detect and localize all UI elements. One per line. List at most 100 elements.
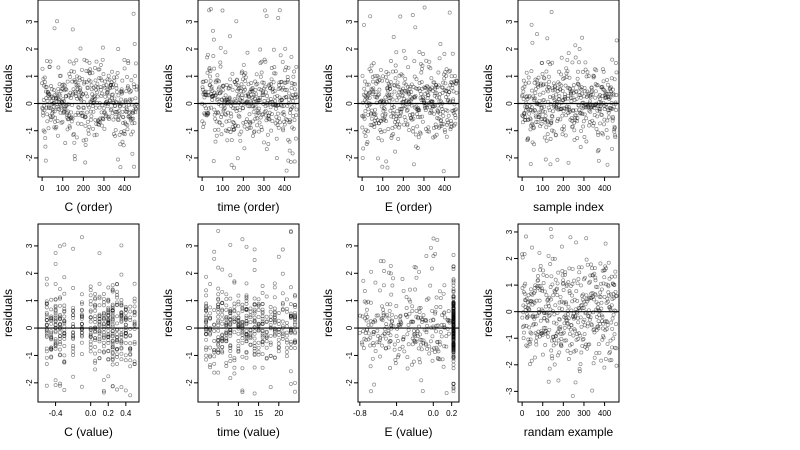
- data-point: [567, 75, 572, 80]
- data-point: [88, 332, 93, 337]
- data-point: [115, 347, 119, 352]
- data-point: [392, 120, 397, 125]
- data-point: [420, 86, 425, 91]
- y-tick-label: 0: [185, 101, 194, 106]
- data-point: [94, 87, 99, 92]
- data-point: [53, 96, 58, 101]
- data-point: [106, 311, 111, 316]
- data-point: [93, 358, 98, 363]
- y-axis-title: residuals: [1, 289, 15, 337]
- data-point: [590, 88, 594, 93]
- data-point: [561, 76, 566, 81]
- data-point: [569, 99, 574, 104]
- data-point: [412, 59, 417, 64]
- data-point: [571, 83, 576, 88]
- data-point: [550, 60, 555, 65]
- data-point: [402, 115, 407, 120]
- data-point: [100, 116, 105, 120]
- data-point: [422, 5, 427, 10]
- data-point: [115, 338, 119, 343]
- data-point: [118, 142, 123, 147]
- data-point: [381, 106, 386, 111]
- data-point: [578, 362, 583, 367]
- data-point: [71, 333, 76, 338]
- y-tick-label: 0: [185, 325, 194, 330]
- data-point: [59, 120, 64, 125]
- data-point: [67, 59, 72, 64]
- data-point: [520, 255, 525, 260]
- data-point: [291, 114, 296, 119]
- data-point: [106, 299, 111, 304]
- data-point: [589, 89, 594, 94]
- data-point: [249, 87, 253, 92]
- data-point: [101, 316, 106, 321]
- data-point: [90, 98, 94, 103]
- data-point: [579, 110, 584, 115]
- data-point: [41, 76, 46, 81]
- data-point: [53, 281, 58, 286]
- data-point: [584, 257, 589, 262]
- data-point: [106, 307, 111, 312]
- data-point: [278, 53, 283, 58]
- data-point: [606, 110, 611, 115]
- data-point: [128, 304, 133, 309]
- data-point: [439, 104, 444, 109]
- data-point: [375, 117, 380, 122]
- data-point: [260, 93, 265, 97]
- data-point: [390, 69, 395, 74]
- data-point: [218, 64, 223, 69]
- data-point: [565, 348, 570, 353]
- data-point: [422, 85, 427, 90]
- data-point: [62, 88, 67, 93]
- data-point: [62, 309, 67, 313]
- data-point: [264, 147, 269, 152]
- data-point: [97, 314, 102, 319]
- data-point: [65, 127, 70, 132]
- data-point: [574, 96, 579, 101]
- data-point: [205, 52, 210, 57]
- data-point: [119, 357, 124, 362]
- data-point: [122, 66, 127, 71]
- data-point: [445, 92, 450, 97]
- data-point: [368, 343, 373, 348]
- y-tick-label: 0: [345, 101, 354, 106]
- data-point: [611, 312, 616, 317]
- data-point: [265, 132, 270, 137]
- data-point: [119, 310, 124, 315]
- data-point: [523, 104, 528, 109]
- data-point: [364, 95, 369, 100]
- data-point: [132, 319, 137, 324]
- data-point: [99, 123, 104, 128]
- data-point: [133, 106, 138, 111]
- data-point: [224, 83, 229, 87]
- data-point: [602, 122, 606, 127]
- data-point: [113, 114, 118, 119]
- data-point: [606, 115, 611, 120]
- data-point: [388, 80, 393, 85]
- data-point: [53, 322, 58, 327]
- data-point: [106, 320, 111, 325]
- data-point: [71, 91, 75, 96]
- data-point: [132, 164, 137, 169]
- data-point: [411, 162, 416, 167]
- data-point: [389, 59, 393, 63]
- data-point: [77, 94, 82, 99]
- data-point: [537, 92, 542, 97]
- y-tick-label: -1: [345, 127, 354, 135]
- data-point: [241, 106, 246, 111]
- data-point: [395, 93, 400, 98]
- data-point: [260, 365, 265, 370]
- data-point: [391, 111, 395, 116]
- data-point: [232, 127, 237, 132]
- data-point: [132, 104, 137, 109]
- data-point: [380, 343, 385, 348]
- data-point: [106, 319, 111, 324]
- data-point: [293, 95, 298, 100]
- y-tick-label: -1: [505, 334, 514, 342]
- data-point: [440, 107, 445, 111]
- data-point: [44, 105, 49, 110]
- data-point: [71, 132, 76, 136]
- data-point: [119, 351, 124, 356]
- data-point: [567, 107, 572, 112]
- data-point: [276, 341, 281, 346]
